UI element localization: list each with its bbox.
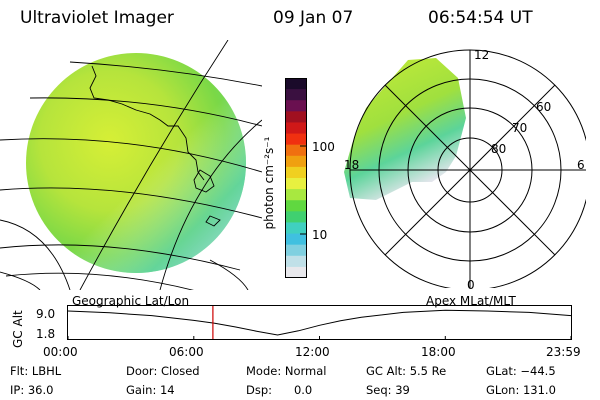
lat-label-60: 60 xyxy=(536,100,552,114)
colorbar-band xyxy=(285,78,307,90)
info-gain: Gain: 14 xyxy=(126,383,175,397)
mlt-label-18: 18 xyxy=(344,158,360,172)
apex-label: Apex MLat/MLT xyxy=(426,294,516,308)
polar-plot xyxy=(344,49,586,288)
colorbar xyxy=(285,78,307,278)
lat-lon-grid xyxy=(0,40,262,290)
colorbar-band xyxy=(285,255,307,268)
observation-time: 06:54:54 UT xyxy=(428,8,533,28)
colorbar-band xyxy=(285,211,307,224)
auroral-oval-data xyxy=(344,58,466,200)
chart-frame xyxy=(67,305,572,340)
colorbar-band xyxy=(285,200,307,212)
ytick-top: 9.0 xyxy=(36,307,55,321)
mlt-label-0: 0 xyxy=(467,278,475,292)
lat-label-70: 70 xyxy=(512,121,528,135)
colorbar-band xyxy=(285,178,307,190)
altitude-chart: GC Alt 9.0 1.8 xyxy=(11,305,572,348)
ytick-bottom: 1.8 xyxy=(36,327,55,341)
colorbar-tick-100: 100 xyxy=(312,140,335,154)
info-dsp: Dsp: 0.0 xyxy=(246,383,313,397)
info-seq: Seq: 39 xyxy=(366,383,410,397)
colorbar-band xyxy=(285,122,307,135)
info-ip: IP: 36.0 xyxy=(10,383,54,397)
colorbar-band xyxy=(285,233,307,246)
xtick-2359: 23:59 xyxy=(546,345,581,359)
instrument-title: Ultraviolet Imager xyxy=(20,8,174,28)
mlt-label-12: 12 xyxy=(474,48,490,62)
gc-alt-series xyxy=(67,309,572,336)
info-glon: GLon: 131.0 xyxy=(486,383,556,397)
xtick-0000: 00:00 xyxy=(43,345,78,359)
colorbar-band xyxy=(285,266,307,278)
colorbar-unit-label: photon cm⁻²s⁻¹ xyxy=(262,136,276,230)
xtick-1800: 18:00 xyxy=(421,345,456,359)
info-mode: Mode: Normal xyxy=(246,364,327,378)
chart-ylabel: GC Alt xyxy=(11,310,25,348)
lat-label-80: 80 xyxy=(491,142,507,156)
info-flt: Flt: LBHL xyxy=(10,364,62,378)
colorbar-band xyxy=(285,144,307,157)
mlt-label-6: 6 xyxy=(577,158,585,172)
info-glat: GLat: −44.5 xyxy=(486,364,556,378)
colorbar-band xyxy=(285,166,307,179)
info-gcalt: GC Alt: 5.5 Re xyxy=(366,364,447,378)
geographic-label: Geographic Lat/Lon xyxy=(72,294,190,308)
colorbar-tick-10: 10 xyxy=(312,228,328,242)
colorbar-band xyxy=(285,100,307,112)
info-door: Door: Closed xyxy=(126,364,200,378)
colorbar-band xyxy=(285,133,307,146)
geographic-image xyxy=(0,40,262,290)
colorbar-band xyxy=(285,89,307,101)
colorbar-band xyxy=(285,244,307,257)
observation-date: 09 Jan 07 xyxy=(273,8,354,28)
colorbar-band xyxy=(285,189,307,201)
colorbar-band xyxy=(285,222,307,235)
colorbar-band xyxy=(285,155,307,168)
xtick-1200: 12:00 xyxy=(295,345,330,359)
colorbar-band xyxy=(285,111,307,124)
xtick-0600: 06:00 xyxy=(169,345,204,359)
